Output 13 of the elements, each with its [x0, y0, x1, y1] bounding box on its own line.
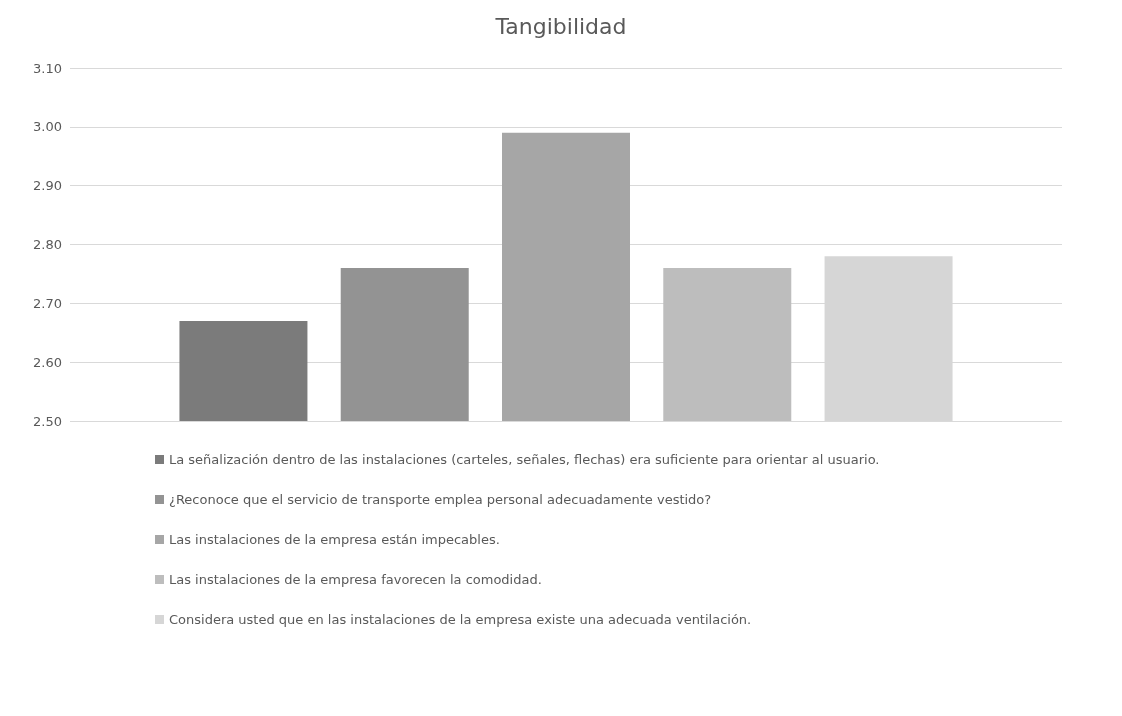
legend-label: La señalización dentro de las instalaciones (carteles, señales, flechas) era suficiente para orientar al usuario. — [169, 452, 880, 467]
y-tick-label: 2.70 — [33, 295, 62, 311]
y-tick-label: 2.80 — [33, 237, 62, 252]
y-tick-label: 3.00 — [33, 119, 62, 135]
legend-label: Las instalaciones de la empresa están impecables. — [169, 532, 500, 547]
legend-label: Las instalaciones de la empresa favorecen la comodidad. — [169, 572, 542, 587]
legend-label: ¿Reconoce que el servicio de transporte emplea personal adecuadamente vestido? — [169, 492, 712, 507]
y-tick-label: 3.10 — [33, 60, 62, 76]
legend-label: Considera usted que en las instalaciones de la empresa existe una adecuada ventilación. — [169, 612, 752, 627]
y-tick-label: 2.50 — [33, 413, 62, 429]
chart-title: Tangibilidad — [494, 13, 627, 39]
y-tick-label: 2.90 — [33, 178, 62, 194]
y-tick-label: 2.60 — [33, 354, 62, 370]
